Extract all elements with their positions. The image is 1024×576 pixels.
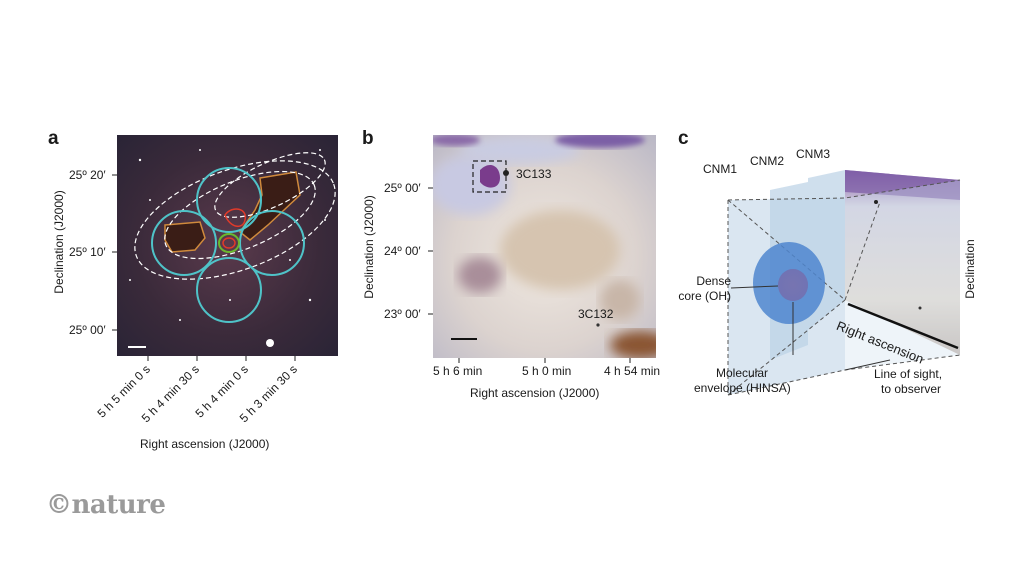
panel-c-label: c (678, 128, 689, 149)
panel-b-xlabel: Right ascension (J2000) (470, 386, 600, 400)
layer-label-cnm2: CNM2 (750, 154, 785, 168)
los-label-line1: Line of sight, (874, 367, 943, 381)
panel-a-label: a (48, 128, 59, 149)
panel-b-ytick: 24º 00′ (384, 244, 421, 258)
source-label-3c132: 3C132 (578, 307, 614, 321)
panel-b-xtick: 5 h 6 min (433, 364, 483, 378)
envelope-label-line1: Molecular (716, 366, 769, 380)
panel-b-ytick: 25º 00′ (384, 181, 421, 195)
core-label-line2: core (OH) (678, 289, 731, 303)
panel-b-ytick: 23º 00′ (384, 307, 421, 321)
los-label-line2: to observer (881, 382, 942, 396)
core-label-line1: Dense (696, 274, 731, 288)
source-label-3c133: 3C133 (516, 167, 552, 181)
panel-b-xtick: 4 h 54 min (604, 364, 661, 378)
envelope-label-line2: envelope (HINSA) (694, 381, 791, 395)
axis-label-declination: Declination (963, 239, 977, 299)
nature-logo: ©nature (46, 490, 166, 520)
panel-a-ytick: 25º 10′ (69, 245, 106, 259)
layer-label-cnm3: CNM3 (796, 147, 831, 161)
panel-b-xtick: 5 h 0 min (522, 364, 572, 378)
panel-a-ytick: 25º 00′ (69, 323, 106, 337)
layer-label-cnm1: CNM1 (703, 162, 738, 176)
panel-a-xlabel: Right ascension (J2000) (140, 437, 270, 451)
panel-a-ytick: 25º 20′ (69, 168, 106, 182)
panel-b-label: b (362, 128, 374, 149)
